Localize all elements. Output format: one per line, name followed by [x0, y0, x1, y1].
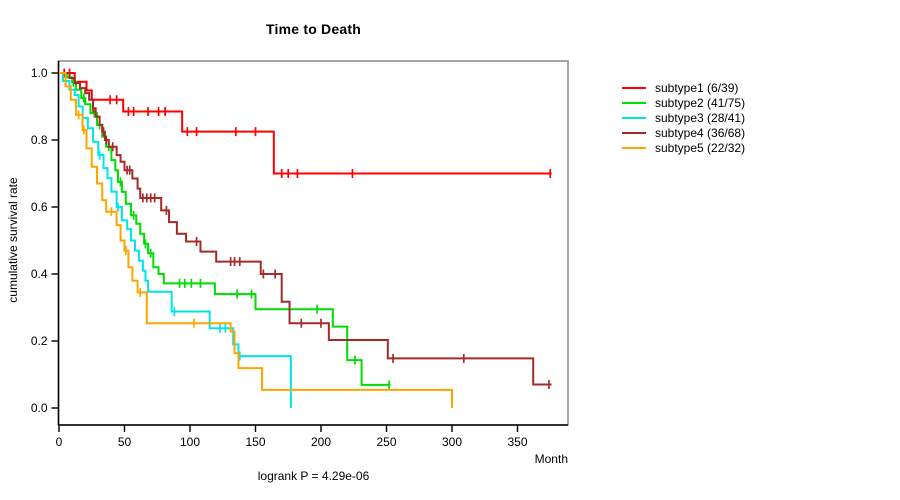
curve-path [59, 72, 391, 386]
x-tick-label: 0 [56, 435, 63, 449]
legend-line-swatch [622, 86, 646, 89]
legend-item-5: subtype5 (22/32) [622, 140, 745, 155]
y-tick-label: 0.8 [31, 133, 48, 147]
legend: subtype1 (6/39) subtype2 (41/75) subtype3 … [622, 80, 745, 155]
survival-curve-4 [59, 72, 552, 390]
x-tick-label: 250 [376, 435, 396, 449]
chart-title: Time to Death [266, 21, 361, 37]
legend-line-swatch [622, 146, 646, 149]
x-tick-label: 350 [507, 435, 527, 449]
legend-line-swatch [622, 131, 646, 134]
legend-item-3: subtype3 (28/41) [622, 110, 745, 125]
survival-curve-5 [59, 72, 453, 408]
x-axis-label: Month [534, 452, 568, 466]
legend-line-swatch [622, 116, 646, 119]
legend-item-1: subtype1 (6/39) [622, 80, 745, 95]
legend-item-2: subtype2 (41/75) [622, 95, 745, 110]
x-tick-label: 100 [180, 435, 200, 449]
curve-path [59, 72, 453, 408]
x-tick-label: 50 [118, 435, 132, 449]
logrank-footnote: logrank P = 4.29e-06 [257, 469, 370, 483]
y-tick-label: 0.0 [31, 401, 48, 415]
y-axis-label: cumulative survival rate [6, 177, 20, 303]
legend-label: subtype3 (28/41) [655, 110, 746, 125]
y-tick-label: 0.4 [31, 267, 48, 281]
legend-label: subtype2 (41/75) [655, 95, 746, 110]
survival-curve-3 [59, 72, 292, 408]
survival-curve-1 [59, 68, 552, 178]
legend-item-4: subtype4 (36/68) [622, 125, 745, 140]
x-tick-label: 150 [245, 435, 265, 449]
legend-label: subtype5 (22/32) [655, 140, 746, 155]
legend-line-swatch [622, 101, 646, 104]
y-tick-label: 0.2 [31, 334, 48, 348]
curve-path [59, 72, 552, 386]
curve-path [59, 72, 552, 175]
survival-curve-2 [59, 72, 391, 390]
curve-path [59, 72, 292, 408]
x-tick-label: 200 [311, 435, 331, 449]
y-tick-label: 1.0 [31, 66, 48, 80]
y-tick-label: 0.6 [31, 200, 48, 214]
legend-label: subtype4 (36/68) [655, 125, 746, 140]
x-tick-label: 300 [442, 435, 462, 449]
legend-label: subtype1 (6/39) [655, 80, 739, 95]
